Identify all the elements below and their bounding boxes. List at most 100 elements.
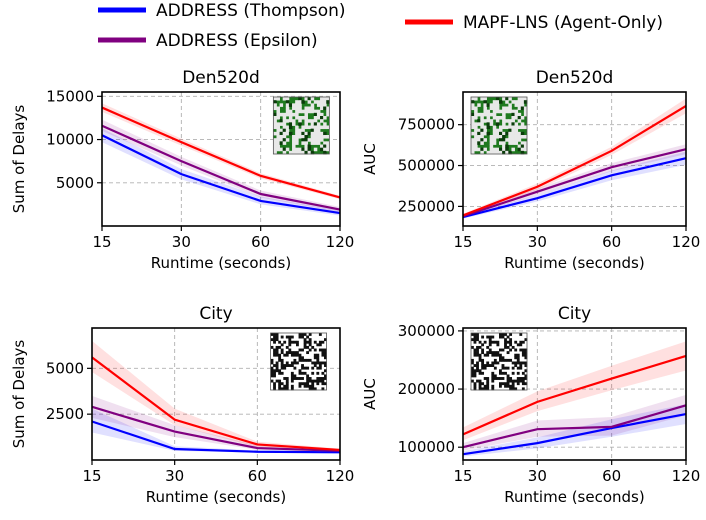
map-cell [273,371,276,375]
map-cell [270,374,274,378]
map-cell [301,333,304,336]
map-cell [504,371,507,375]
map-cell [499,356,502,360]
map-cell [511,371,515,375]
map-cell [477,103,481,107]
map-cell [285,109,290,114]
map-cell [301,141,305,145]
map-cell [481,387,485,391]
map-cell [324,374,327,378]
map-cell [301,138,305,142]
map-cell [310,131,315,136]
map-cell [514,131,519,136]
map-cell [511,109,515,114]
map-cell [524,364,528,367]
map-cell [499,135,503,139]
map-cell [486,150,491,155]
map-cell [495,122,500,126]
map-cell [308,338,312,342]
map-cell [292,138,296,142]
map-cell [310,125,315,130]
map-cell [316,109,321,114]
map-cell [506,351,510,355]
map-cell [486,109,491,114]
map-cell [519,333,523,336]
map-cell [511,135,515,139]
map-cell [502,131,506,136]
map-cell [273,382,276,386]
map-cell [499,384,502,388]
y-tick-label: 300000 [398,322,455,340]
map-cell [502,97,506,101]
map-cell [478,387,482,391]
map-cell [285,351,289,355]
map-cell [282,138,287,142]
legend-label: ADDRESS (Thompson) [156,1,346,21]
map-cell [292,122,296,126]
map-cell [301,125,305,130]
map-cell [488,343,492,347]
map-cell [489,144,494,149]
map-cell [524,356,528,360]
map-cell [499,109,503,114]
legend-item: ADDRESS (Thompson) [98,1,346,21]
map-cell [509,338,513,342]
map-cell [516,353,520,357]
map-cell [311,384,315,388]
map-cell [477,131,481,136]
map-cell [506,345,510,349]
map-cell [474,128,478,133]
map-cell [288,338,292,342]
map-cell [304,141,308,145]
map-cell [283,387,287,391]
map-cell [501,371,505,375]
series-line [101,124,341,211]
map-cell [278,356,282,360]
map-cell [474,141,478,145]
map-cell [473,374,477,378]
map-cell [495,128,500,133]
map-cell [523,112,528,117]
map-cell [493,374,497,378]
x-tick-label: 30 [165,467,184,485]
map-cell [283,340,287,344]
map-cell [491,335,495,339]
map-cell [326,147,330,152]
map-cell [506,358,510,362]
map-cell [273,348,276,352]
map-cell [520,141,525,145]
x-tick-label: 60 [248,467,267,485]
map-cell [499,125,503,130]
y-axis-label: AUC [361,378,379,410]
map-cell [295,112,299,117]
map-cell [499,369,502,373]
map-cell [282,150,287,155]
map-cell [320,119,324,123]
series-line [462,157,687,219]
map-border [272,96,330,155]
map-cell [473,369,477,373]
map-cell [481,361,485,365]
map-cell [473,353,477,357]
map-cell [474,138,478,142]
map-cell [489,122,494,126]
map-cell [313,348,317,352]
map-cell [508,141,512,145]
map-cell [290,364,294,367]
map-cell [295,125,299,130]
map-cell [273,335,276,339]
map-cell [318,361,322,365]
map-cell [514,364,518,367]
map-cell [509,340,513,344]
map-cell [316,353,320,357]
map-cell [316,366,320,370]
map-cell [473,333,477,336]
den520d-map-image [470,96,528,155]
y-tick-label: 15000 [46,87,94,105]
map-cell [471,379,474,383]
map-cell [308,348,312,352]
map-cell [313,135,318,139]
map-cell [298,100,302,104]
map-cell [279,135,284,139]
map-cell [301,100,305,104]
